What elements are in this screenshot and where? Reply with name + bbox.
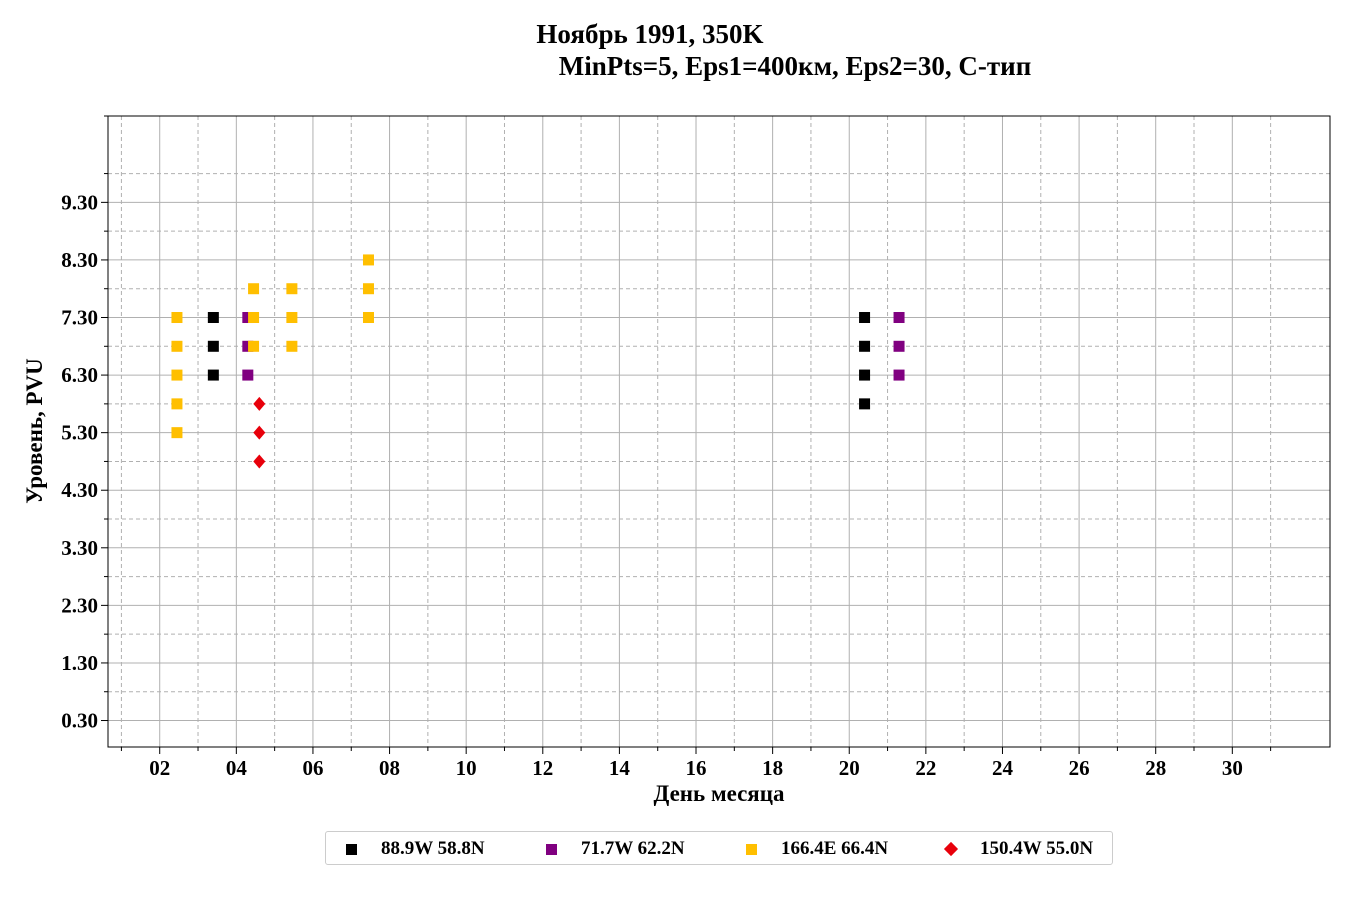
y-tick-label: 4.30 [61,478,98,502]
ticks-layer: 02 04 06 08 10 12 14 16 18 20 22 24 26 28 30 0.30 1.30 2.… [61,115,1272,780]
data-point-series-2 [248,312,260,324]
chart-subtitle: MinPts=5, Eps1=400км, Eps2=30, С-тип [558,51,1032,81]
data-point-series-2 [248,283,260,295]
x-tick-label: 14 [609,756,631,780]
x-tick-label: 20 [839,756,860,780]
legend-item: 150.4W 55.0N [943,832,1094,866]
legend-square-marker [346,843,357,855]
data-point-series-2 [171,312,183,324]
y-tick-label: 3.30 [61,536,98,560]
chart-title: Ноябрь 1991, 350K MinPts=5, Eps1=400км, … [0,18,1360,82]
data-point-series-1 [893,312,905,324]
data-point-series-1 [893,340,905,352]
data-point-series-1 [893,369,905,381]
legend-label: 88.9W 58.8N [381,838,485,859]
y-tick-label: 5.30 [61,421,98,445]
y-tick-label: 2.30 [61,593,98,617]
x-tick-label: 08 [379,756,400,780]
data-point-series-0 [207,340,219,352]
x-tick-label: 06 [302,756,323,780]
data-point-series-1 [242,369,254,381]
x-tick-label: 24 [992,756,1014,780]
data-point-series-2 [362,312,374,324]
data-point-series-3 [253,396,266,411]
y-tick-label: 6.30 [61,363,98,387]
x-tick-label: 28 [1145,756,1166,780]
legend-item: 71.7W 62.2N [546,832,685,866]
data-point-series-2 [171,340,183,352]
data-point-series-2 [248,340,260,352]
legend-item: 166.4E 66.4N [746,832,888,866]
data-point-series-2 [286,312,298,324]
marks-layer [171,254,905,469]
data-point-series-2 [286,340,298,352]
x-tick-label: 30 [1222,756,1243,780]
data-point-series-0 [859,312,871,324]
data-point-series-0 [207,312,219,324]
legend-label: 166.4E 66.4N [781,838,889,859]
x-tick-label: 16 [686,756,707,780]
grid-layer [108,115,1330,747]
y-tick-label: 1.30 [61,651,98,675]
x-tick-label: 02 [149,756,170,780]
legend: 88.9W 58.8N 71.7W 62.2N 166.4E 66.4N 150.4W… [325,831,1113,865]
y-tick-label: 0.30 [61,709,98,733]
chart-title-line-1: Ноябрь 1991, 350K [536,19,764,49]
data-point-series-0 [859,340,871,352]
data-point-series-2 [171,369,183,381]
x-axis-label: День месяца [653,781,785,806]
y-axis-label: Уровень, PVU [22,358,47,504]
data-point-series-3 [253,454,266,469]
legend-label: 150.4W 55.0N [980,838,1094,859]
legend-item: 88.9W 58.8N [346,832,485,866]
data-point-series-2 [171,398,183,410]
legend-square-marker [746,843,757,855]
x-tick-label: 22 [915,756,936,780]
data-point-series-1 [242,312,254,324]
data-point-series-2 [362,254,374,266]
data-point-series-0 [207,369,219,381]
x-tick-label: 04 [226,756,248,780]
y-tick-label: 7.30 [61,306,98,330]
data-point-series-1 [242,340,254,352]
x-tick-label: 26 [1069,756,1090,780]
data-point-series-3 [253,425,266,440]
legend-label: 71.7W 62.2N [581,838,685,859]
data-point-series-2 [286,283,298,295]
data-point-series-2 [362,283,374,295]
legend-diamond-marker [943,841,959,857]
y-tick-label: 9.30 [61,190,98,214]
data-point-series-0 [859,398,871,410]
y-tick-label: 8.30 [61,248,98,272]
x-tick-label: 18 [762,756,783,780]
x-tick-label: 10 [456,756,477,780]
data-point-series-0 [859,369,871,381]
data-point-series-2 [171,427,183,439]
legend-square-marker [546,843,557,855]
x-tick-label: 12 [532,756,553,780]
plot-frame [107,115,1331,748]
